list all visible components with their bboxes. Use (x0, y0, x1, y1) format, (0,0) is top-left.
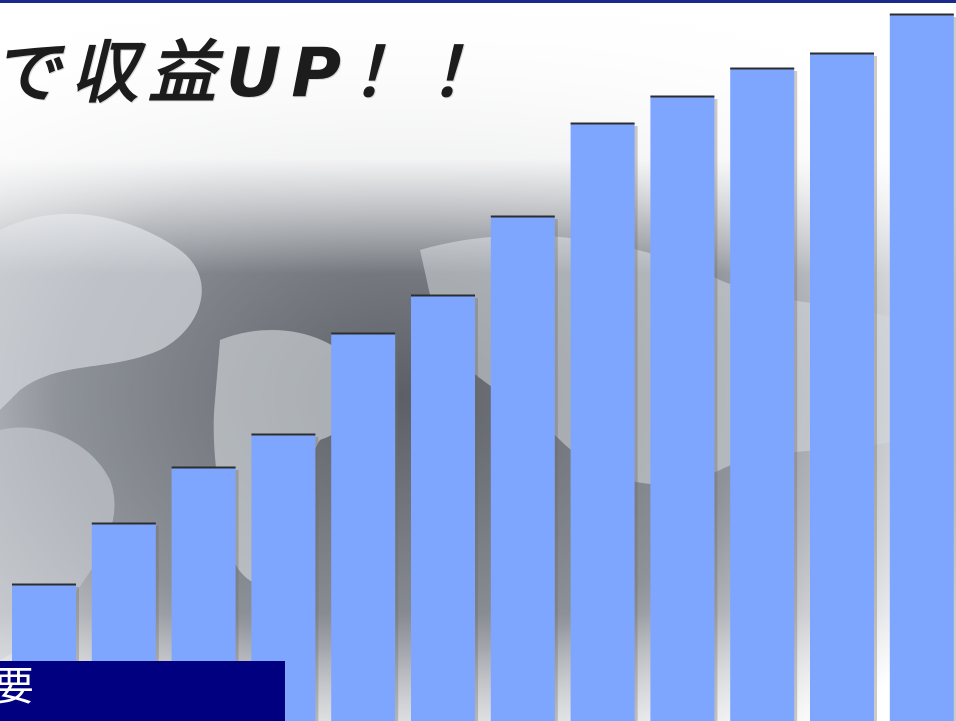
bar-9 (650, 96, 715, 721)
section-label-text: 要 (0, 664, 34, 710)
bar-7 (490, 216, 555, 721)
section-label-box: 要 (0, 661, 285, 721)
bar-11 (810, 53, 874, 721)
headline: で収益UP！！ (0, 34, 508, 113)
bar-5 (331, 333, 396, 721)
bar-12 (889, 14, 954, 721)
bar-10 (730, 68, 795, 721)
bar-6 (411, 295, 475, 721)
top-rule (0, 0, 956, 3)
bar-8 (570, 123, 635, 721)
